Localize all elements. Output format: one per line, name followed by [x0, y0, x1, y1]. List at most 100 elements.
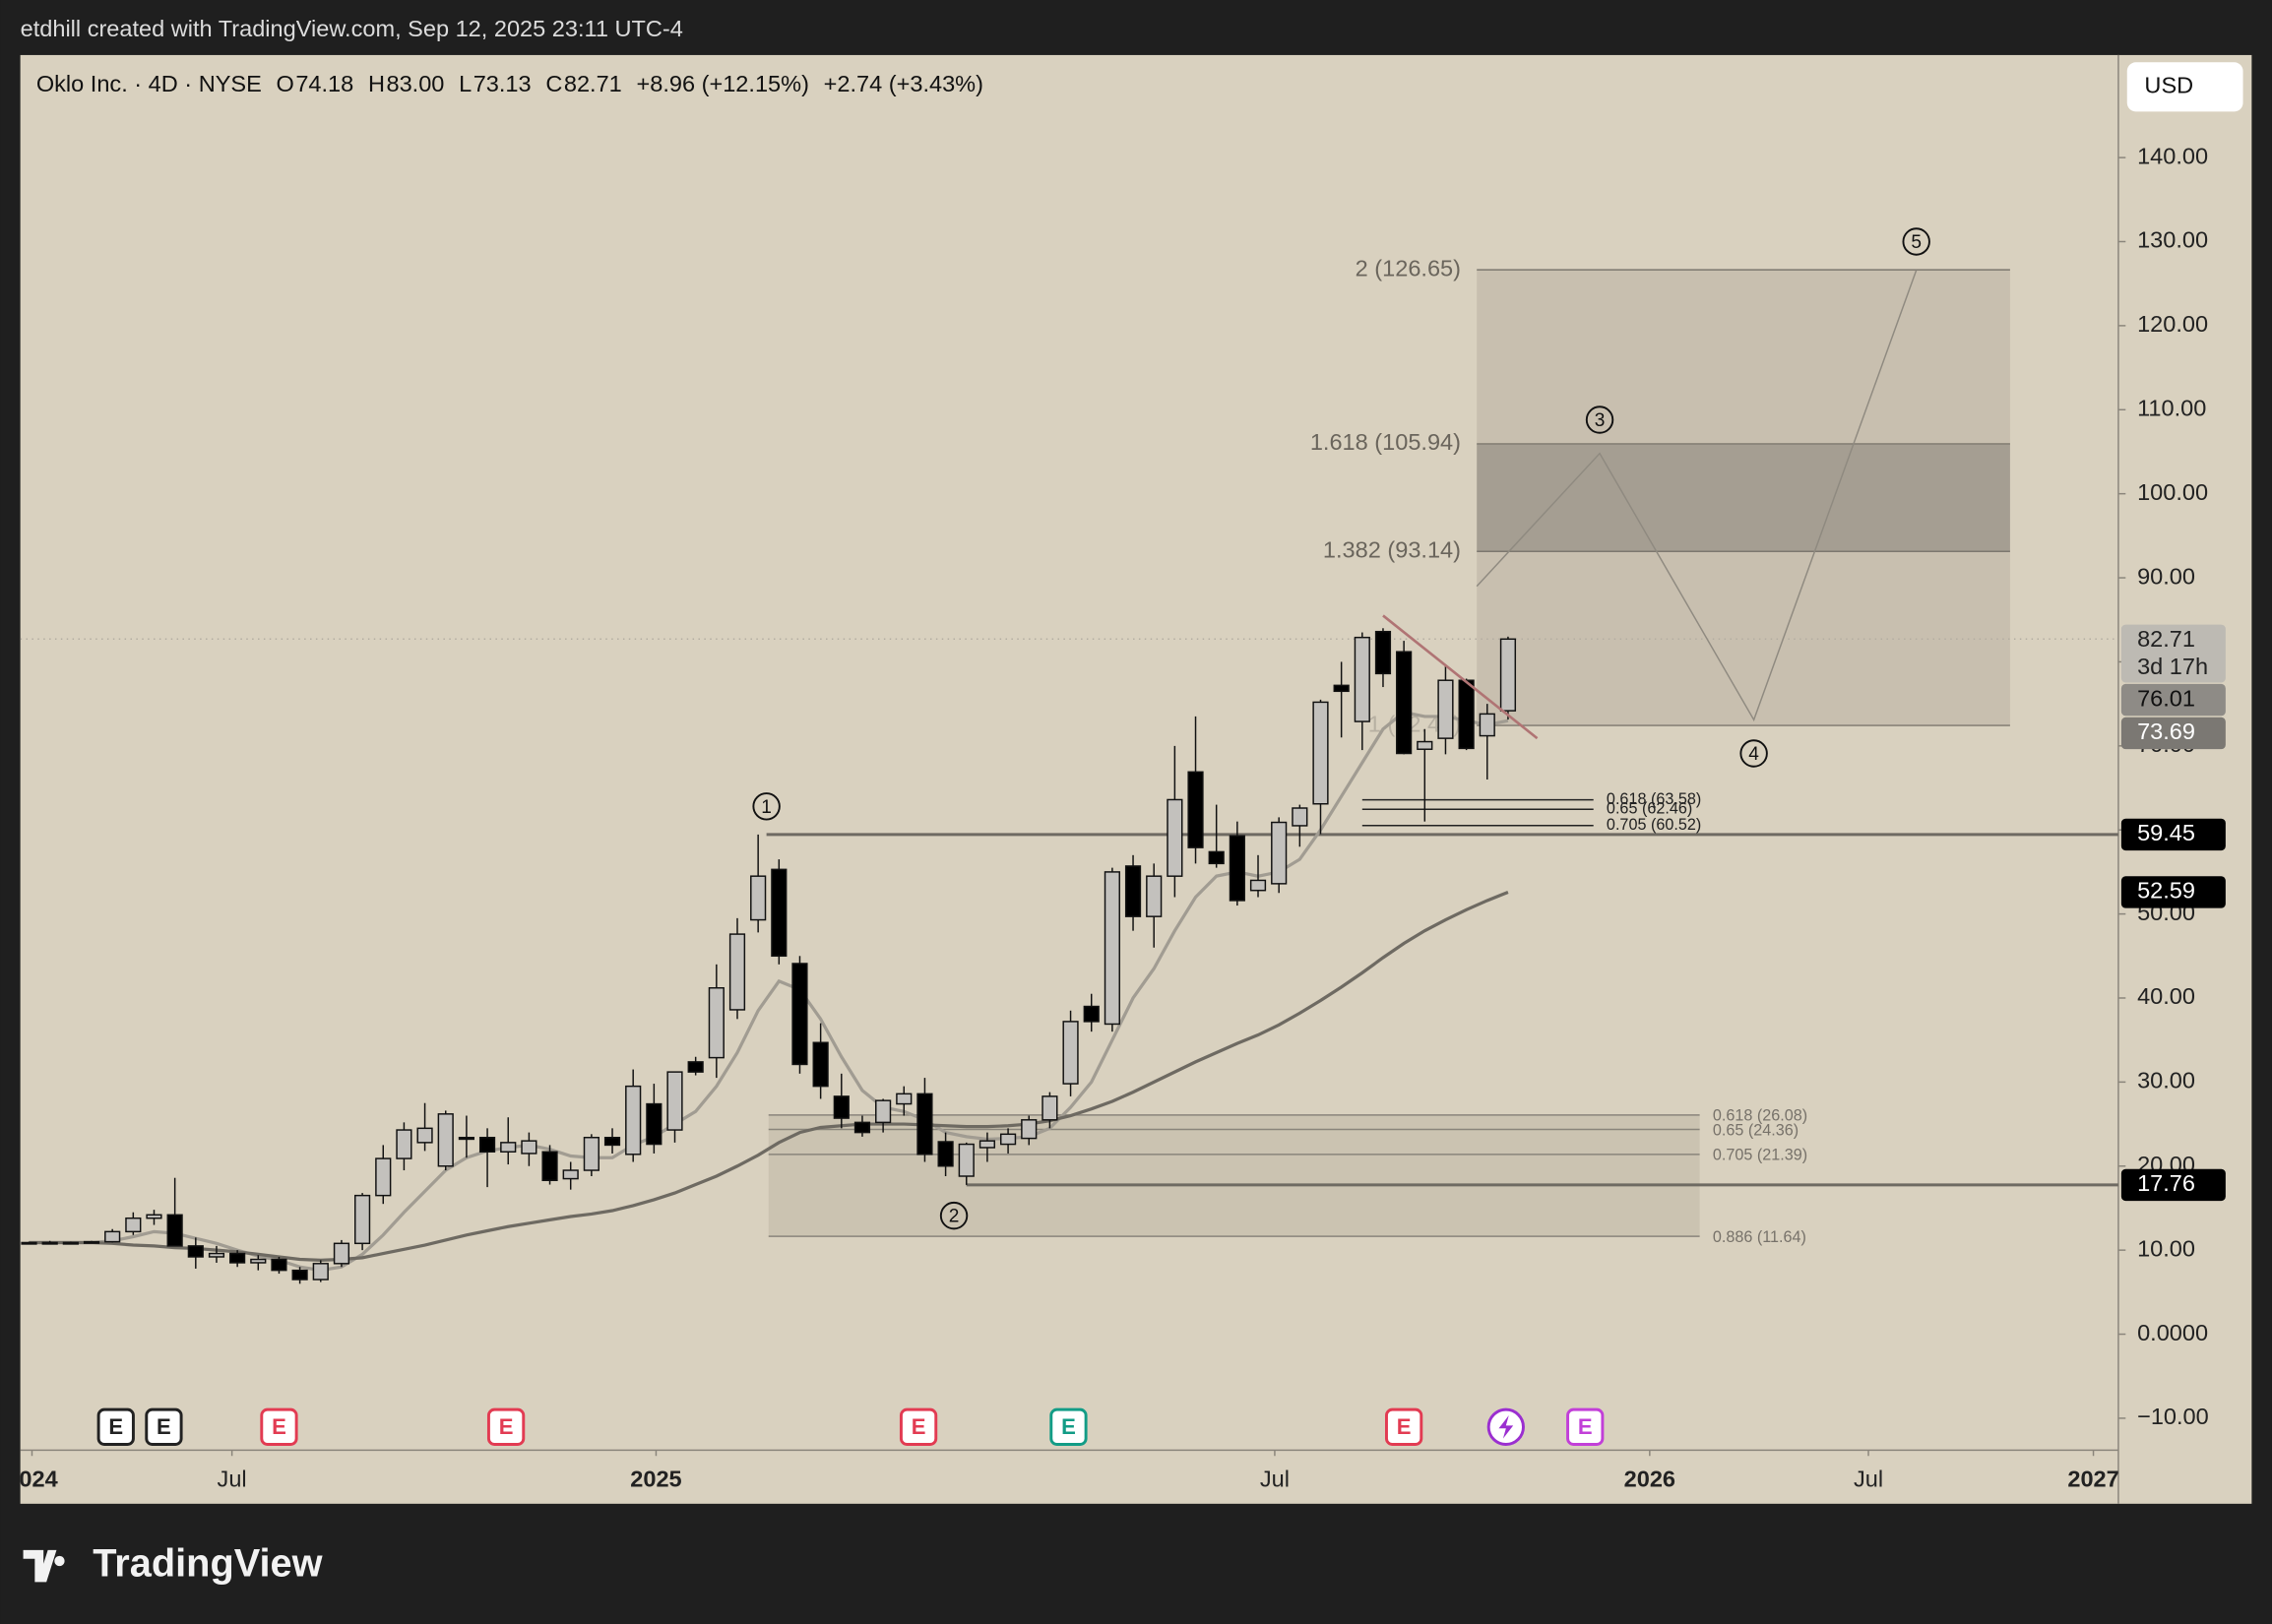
- candle-body: [833, 1095, 850, 1119]
- y-tick-label: 100.00: [2137, 479, 2208, 505]
- candle-body: [146, 1214, 162, 1219]
- candle-body: [1249, 879, 1267, 892]
- event-icon: [1566, 1407, 1605, 1446]
- candle-body: [812, 1041, 829, 1088]
- candle-body: [1083, 1005, 1100, 1023]
- candle-body: [396, 1129, 412, 1159]
- y-tick-label: 30.00: [2137, 1068, 2195, 1093]
- fib-label: 0.886 (11.64): [1713, 1228, 1806, 1246]
- candle-body: [83, 1240, 100, 1244]
- fib-label: 0.65 (24.36): [1713, 1121, 1799, 1139]
- wave-label: 4: [1748, 744, 1759, 765]
- candle-body: [875, 1099, 892, 1124]
- logo-mark: [23, 1549, 65, 1583]
- candle-body: [271, 1258, 287, 1272]
- candle-body: [104, 1230, 121, 1243]
- candle-body: [958, 1143, 975, 1177]
- y-tick-label: 120.00: [2137, 311, 2208, 337]
- candle-body: [437, 1113, 454, 1167]
- candle-body: [291, 1269, 308, 1280]
- candle-body: [708, 987, 725, 1059]
- candle-body: [583, 1136, 600, 1171]
- candle-body: [41, 1241, 58, 1245]
- candle-body: [666, 1071, 683, 1131]
- candle-body: [999, 1133, 1017, 1146]
- axes: 140.00130.00120.00110.00100.0090.0080.00…: [21, 143, 2226, 1492]
- candle-body: [853, 1121, 871, 1134]
- ohlc-value: 73.13: [473, 71, 532, 96]
- event-icon: [1384, 1407, 1423, 1446]
- event-icon: [899, 1407, 938, 1446]
- event-icon: [1049, 1407, 1088, 1446]
- candle-body: [1333, 684, 1350, 693]
- candle-body: [208, 1252, 225, 1258]
- wave-projection: [1476, 270, 1918, 722]
- candle-body: [1417, 740, 1433, 750]
- x-tick-label: Jul: [1260, 1467, 1290, 1492]
- candle-body: [937, 1141, 954, 1167]
- candle-body: [1124, 865, 1142, 917]
- wave-marker: [752, 792, 781, 821]
- candle-body: [646, 1102, 663, 1146]
- y-tick-label: 140.00: [2137, 143, 2208, 168]
- moving-average: [29, 890, 1509, 1263]
- candle-body: [166, 1214, 183, 1247]
- event-label: E: [157, 1414, 171, 1439]
- price-badge: [2120, 717, 2226, 750]
- event-icon: [486, 1407, 526, 1446]
- fib-label: 1.382 (93.14): [1323, 536, 1461, 562]
- event-icon: [96, 1407, 135, 1446]
- x-tick-label: Jul: [218, 1467, 247, 1492]
- fib-band: [1477, 551, 2010, 726]
- price-badge-label: 82.71: [2137, 626, 2195, 652]
- candle-body: [1167, 798, 1183, 877]
- candle-body: [333, 1242, 350, 1265]
- candle-body: [62, 1241, 79, 1245]
- candle-body: [1292, 807, 1308, 827]
- x-tick-label: 2026: [1624, 1467, 1675, 1492]
- candle-body: [354, 1194, 371, 1245]
- candle-body: [1021, 1119, 1038, 1140]
- y-tick-label: 0.0000: [2137, 1320, 2208, 1345]
- x-axis: 2024 Jul 2025 Jul 2026 Jul 2027: [21, 1450, 2118, 1492]
- fib-label: 0.618 (63.58): [1607, 790, 1701, 808]
- event-label: E: [272, 1414, 286, 1439]
- event-bolt: [1498, 1415, 1514, 1439]
- event-label: E: [912, 1414, 926, 1439]
- price-badge: [2120, 818, 2226, 851]
- price-badge-label: 76.01: [2137, 685, 2195, 711]
- wave-marker: [1739, 739, 1768, 768]
- fib-zone: [768, 1114, 1700, 1237]
- candle-body: [1374, 630, 1392, 675]
- ohlc-key: L: [459, 71, 472, 96]
- candle-body: [312, 1263, 329, 1280]
- y-tick-label: 110.00: [2137, 395, 2206, 420]
- wave-label: 1: [761, 797, 772, 818]
- candle-body: [1041, 1095, 1058, 1121]
- candle-body: [229, 1252, 246, 1264]
- candle-body: [375, 1157, 392, 1197]
- fib-label: 0.618 (26.08): [1713, 1107, 1807, 1125]
- currency-button[interactable]: [2126, 62, 2243, 112]
- y-tick-label: 10.00: [2137, 1235, 2195, 1261]
- price-badge: [2120, 624, 2226, 683]
- candle-body: [771, 868, 788, 958]
- candle-body: [750, 875, 767, 921]
- price-badge: [2120, 683, 2226, 717]
- logo-text: TradingView: [93, 1542, 322, 1586]
- fib-label: 0.705 (60.52): [1607, 816, 1701, 834]
- candle-body: [687, 1061, 704, 1073]
- y-tick-label: −10.00: [2137, 1404, 2209, 1429]
- y-tick-label: 130.00: [2137, 227, 2208, 253]
- candle-body: [125, 1217, 142, 1233]
- wave-marker: [1585, 406, 1614, 434]
- candle-body: [1229, 835, 1245, 902]
- candle-body: [1479, 713, 1495, 737]
- legend: Oklo Inc. · 4D · NYSE O74.18 H83.00 L73.13 C…: [36, 71, 983, 96]
- ohlc-key: H: [368, 71, 385, 96]
- event-icon: [145, 1407, 183, 1446]
- currency-label[interactable]: USD: [2144, 73, 2193, 98]
- fib-band: [1477, 270, 2010, 444]
- wave-marker: [1902, 227, 1930, 256]
- candle-body: [728, 933, 746, 1011]
